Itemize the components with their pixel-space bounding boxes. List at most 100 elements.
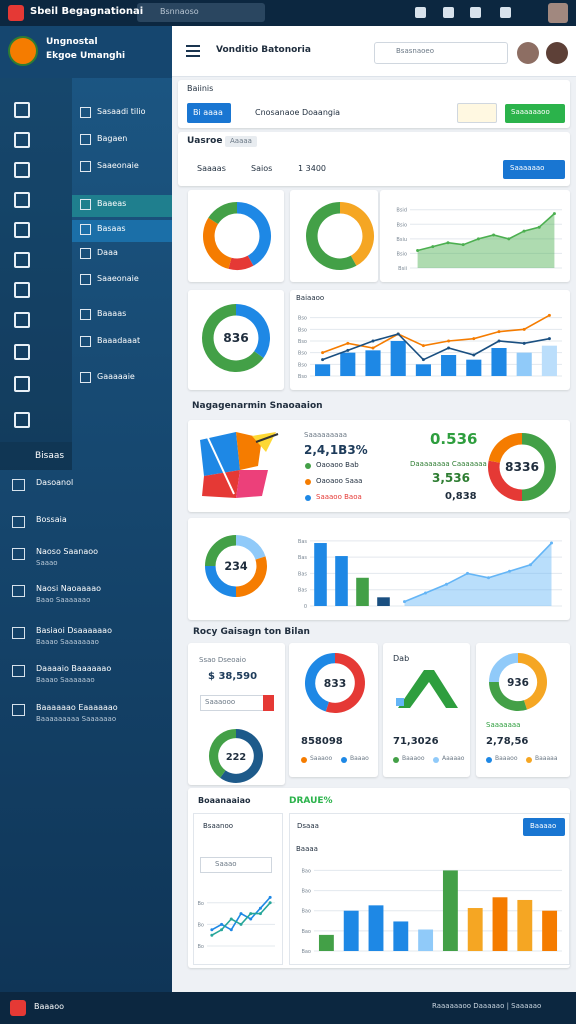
side-item[interactable]: Naoso Saanaoo	[36, 547, 99, 556]
filter-field[interactable]: Saaaas	[197, 164, 226, 173]
combo-chart: Baaaa Bao Bao Bao Bao Bao	[296, 845, 562, 955]
legend-label: Saaaoo Baoa	[316, 493, 362, 501]
legend-label: Baaaoo	[402, 755, 425, 762]
button-label[interactable]: Baaaao	[530, 822, 557, 830]
search-box[interactable]	[137, 3, 265, 22]
side-item[interactable]: Daaaaio Baaaaaao	[36, 664, 112, 673]
donut-segment	[235, 535, 266, 561]
button-label[interactable]: Saaaaaao	[510, 164, 545, 172]
menu-icon[interactable]	[186, 45, 202, 57]
y-tick-label: Bao	[301, 889, 311, 895]
nav-item[interactable]: Saaeonaie	[97, 161, 139, 170]
point	[321, 351, 325, 355]
nav-item[interactable]: Baaaas	[97, 309, 127, 318]
nav-item[interactable]: Basaas	[97, 224, 126, 233]
point	[421, 358, 425, 362]
report-select[interactable]: Bsaanoo	[203, 822, 234, 830]
nav-item[interactable]: Baaeas	[97, 199, 127, 208]
rail-icon	[14, 412, 30, 428]
chip-label[interactable]: Aaaaa	[230, 137, 252, 145]
report-button[interactable]	[523, 818, 565, 836]
panel-title: Baiinis	[187, 84, 214, 93]
point	[239, 912, 243, 916]
nav-item[interactable]: Gaaaaaie	[97, 372, 135, 381]
donut-segment	[236, 202, 271, 266]
side-item[interactable]: Basiaoi Dsaaaaaao	[36, 626, 112, 635]
point	[487, 576, 490, 580]
nav-item[interactable]: Baaadaaat	[97, 336, 141, 345]
nav-item[interactable]: Bagaen	[97, 134, 128, 143]
point	[552, 212, 556, 216]
tab-label[interactable]: Bi aaaa	[193, 108, 223, 117]
small-button[interactable]	[457, 103, 497, 123]
filter-button[interactable]	[503, 160, 565, 179]
point	[547, 337, 551, 341]
bar	[314, 543, 327, 606]
bar	[418, 929, 434, 951]
side-item[interactable]: Baaaaaao Eaaaaaao	[36, 703, 118, 712]
action-button[interactable]	[505, 104, 565, 123]
stats-highlight: 0.536	[430, 430, 478, 448]
point	[466, 571, 469, 575]
section-tab[interactable]	[0, 442, 72, 470]
input-end	[263, 695, 274, 711]
area-line	[417, 213, 555, 252]
kpi-card	[383, 643, 470, 777]
filter-field[interactable]: Saios	[251, 164, 273, 173]
back-link[interactable]: Cnosanaoe Doaangia	[255, 108, 341, 117]
report-right-panel	[289, 813, 570, 965]
user-avatar[interactable]	[517, 42, 539, 64]
donut-segment	[208, 202, 238, 225]
point	[220, 928, 224, 932]
side-item[interactable]: Bossaia	[36, 515, 67, 524]
input-text[interactable]: Saaao	[215, 860, 237, 868]
legend-label: Aaaaao	[442, 755, 465, 762]
bar	[467, 908, 483, 951]
point	[472, 337, 476, 341]
tab-button[interactable]	[187, 103, 231, 123]
user-avatar[interactable]	[546, 42, 568, 64]
panel-card	[178, 80, 570, 128]
rail-icon	[14, 192, 30, 208]
donut-segment	[339, 202, 374, 266]
chart-card	[380, 190, 570, 282]
y-tick-label: Bso	[298, 374, 307, 380]
donut-segment	[235, 556, 267, 597]
point	[508, 569, 511, 573]
report-input[interactable]	[200, 857, 272, 873]
filter-field[interactable]: 1 3400	[298, 164, 326, 173]
side-item[interactable]: Dasoanol	[36, 478, 74, 487]
section-label[interactable]: Bisaas	[35, 451, 65, 461]
action-label[interactable]: Saaaaaaoo	[511, 108, 550, 116]
legend-dot	[305, 463, 311, 469]
header-search[interactable]	[374, 42, 508, 64]
point	[537, 225, 541, 229]
search-placeholder[interactable]: Bsasnaoeo	[396, 47, 434, 55]
input-text[interactable]: Saaaooo	[205, 698, 236, 706]
profile-avatar[interactable]	[8, 36, 38, 66]
stats-total: 2,4,1B3%	[304, 443, 368, 457]
profile-role: Ekgoe Umanghi	[46, 51, 126, 61]
nav-item[interactable]: Sasaadi tilio	[97, 107, 146, 116]
rail-icon	[14, 222, 30, 238]
legend-dot	[301, 757, 307, 763]
point	[447, 339, 451, 343]
app-logo[interactable]	[8, 5, 24, 21]
side-icon	[12, 479, 25, 491]
point	[346, 341, 350, 345]
nav-item[interactable]: Saaeonaie	[97, 274, 139, 283]
search-placeholder[interactable]: Bsnnaoso	[160, 7, 199, 16]
stats-note: Daaaaaaaa Caaaaaaa	[410, 460, 487, 468]
nav-icon	[80, 224, 91, 235]
nav-item[interactable]: Daaa	[97, 248, 118, 257]
point	[268, 895, 272, 899]
donut-chart: 8336	[488, 433, 556, 501]
arch-graphic	[396, 670, 458, 708]
filter-title: Uasroe	[187, 136, 223, 146]
legend-label: Baaaoo	[495, 755, 518, 762]
side-item[interactable]: Naosi Naoaaaao	[36, 584, 101, 593]
report-tab[interactable]: Dsaaa	[297, 822, 319, 830]
y-tick-label: Bsio	[397, 222, 407, 228]
nav-icon	[80, 274, 91, 285]
chip	[225, 136, 257, 147]
